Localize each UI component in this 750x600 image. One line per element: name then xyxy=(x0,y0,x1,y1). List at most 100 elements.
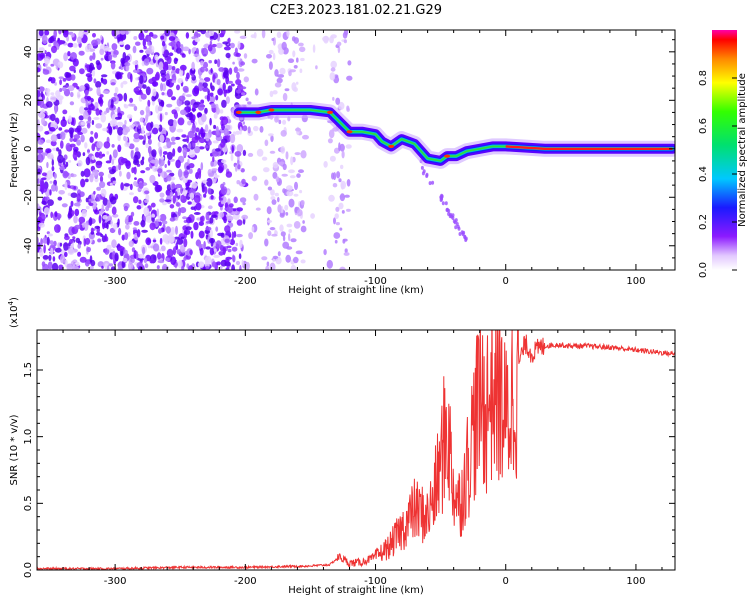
noise-blob xyxy=(331,172,335,180)
noise-blob xyxy=(176,47,182,54)
noise-blob xyxy=(236,233,243,238)
noise-blob xyxy=(198,82,204,92)
noise-blob xyxy=(137,124,141,129)
noise-blob xyxy=(62,30,69,38)
noise-blob xyxy=(344,30,349,36)
noise-blob xyxy=(226,215,234,222)
spectrogram-noise xyxy=(37,30,468,270)
noise-blob xyxy=(119,170,122,177)
noise-blob xyxy=(143,122,147,126)
noise-blob xyxy=(188,265,194,270)
noise-blob xyxy=(342,238,348,242)
noise-blob xyxy=(456,224,460,229)
noise-blob xyxy=(167,119,175,127)
noise-blob xyxy=(58,30,62,35)
noise-blob xyxy=(181,53,186,58)
noise-blob xyxy=(197,112,203,118)
noise-blob xyxy=(53,172,57,179)
noise-blob xyxy=(161,92,165,96)
noise-blob xyxy=(90,227,94,233)
noise-blob xyxy=(46,170,53,180)
noise-blob xyxy=(80,178,86,188)
snr-y-tick-label: 0.0 xyxy=(23,562,34,578)
noise-blob xyxy=(231,83,235,87)
noise-blob xyxy=(145,114,149,121)
noise-blob xyxy=(188,149,196,158)
noise-blob xyxy=(122,188,127,191)
noise-blob xyxy=(56,95,64,101)
noise-blob xyxy=(267,186,273,191)
noise-blob xyxy=(169,204,175,209)
noise-blob xyxy=(300,57,305,62)
noise-blob xyxy=(282,163,287,171)
noise-blob xyxy=(328,129,335,139)
noise-blob xyxy=(213,124,217,130)
noise-blob xyxy=(160,82,163,92)
noise-blob xyxy=(191,181,198,189)
noise-blob xyxy=(128,143,135,150)
noise-blob xyxy=(138,199,142,204)
colorbar-tick-label: 0.8 xyxy=(698,70,709,86)
noise-blob xyxy=(271,199,277,205)
noise-blob xyxy=(159,198,165,203)
noise-blob xyxy=(102,197,109,206)
noise-blob xyxy=(51,165,55,172)
noise-blob xyxy=(79,222,82,227)
noise-blob xyxy=(239,239,243,249)
noise-blob xyxy=(207,187,212,195)
noise-blob xyxy=(124,216,129,225)
snr-panel: -300 -200 -100 0 100 0.0 0.5 1.0 1.5 Height of … xyxy=(7,297,676,596)
noise-blob xyxy=(236,207,243,212)
noise-blob xyxy=(337,101,345,110)
noise-blob xyxy=(187,201,192,205)
noise-blob xyxy=(133,36,138,40)
noise-blob xyxy=(152,243,160,252)
noise-blob xyxy=(264,238,269,247)
noise-blob xyxy=(302,220,305,224)
noise-blob xyxy=(46,231,50,235)
noise-blob xyxy=(151,213,156,218)
noise-blob xyxy=(133,180,138,187)
noise-blob xyxy=(158,228,162,234)
noise-blob xyxy=(128,125,134,130)
noise-blob xyxy=(287,58,295,63)
noise-blob xyxy=(66,263,73,270)
noise-blob xyxy=(282,235,286,242)
noise-blob xyxy=(110,266,116,270)
noise-blob xyxy=(215,126,219,135)
noise-blob xyxy=(124,232,129,241)
spectrogram-y-label: Frequency (Hz) xyxy=(9,112,20,188)
noise-blob xyxy=(65,142,72,152)
noise-blob xyxy=(180,236,185,240)
noise-blob xyxy=(428,181,432,186)
noise-blob xyxy=(160,156,165,160)
noise-blob xyxy=(73,202,81,207)
noise-blob xyxy=(141,229,148,233)
noise-blob xyxy=(106,244,112,250)
noise-blob xyxy=(117,144,122,153)
noise-blob xyxy=(235,130,241,135)
noise-blob xyxy=(95,123,103,129)
noise-blob xyxy=(177,260,183,269)
snr-x-tick-label: -200 xyxy=(234,576,257,587)
noise-blob xyxy=(117,133,121,142)
noise-blob xyxy=(63,242,69,251)
noise-blob xyxy=(322,35,330,43)
noise-blob xyxy=(50,113,56,122)
noise-blob xyxy=(112,54,118,58)
noise-blob xyxy=(200,99,205,104)
noise-blob xyxy=(454,225,458,230)
noise-blob xyxy=(43,207,50,215)
noise-blob xyxy=(145,47,152,55)
noise-blob xyxy=(448,214,452,219)
noise-blob xyxy=(250,34,256,39)
noise-blob xyxy=(225,52,231,59)
noise-blob xyxy=(41,200,47,205)
noise-blob xyxy=(122,257,128,263)
noise-blob xyxy=(99,175,104,183)
noise-blob xyxy=(295,127,301,132)
noise-blob xyxy=(191,74,194,78)
noise-blob xyxy=(242,125,248,132)
noise-blob xyxy=(123,135,127,142)
noise-blob xyxy=(239,86,247,90)
